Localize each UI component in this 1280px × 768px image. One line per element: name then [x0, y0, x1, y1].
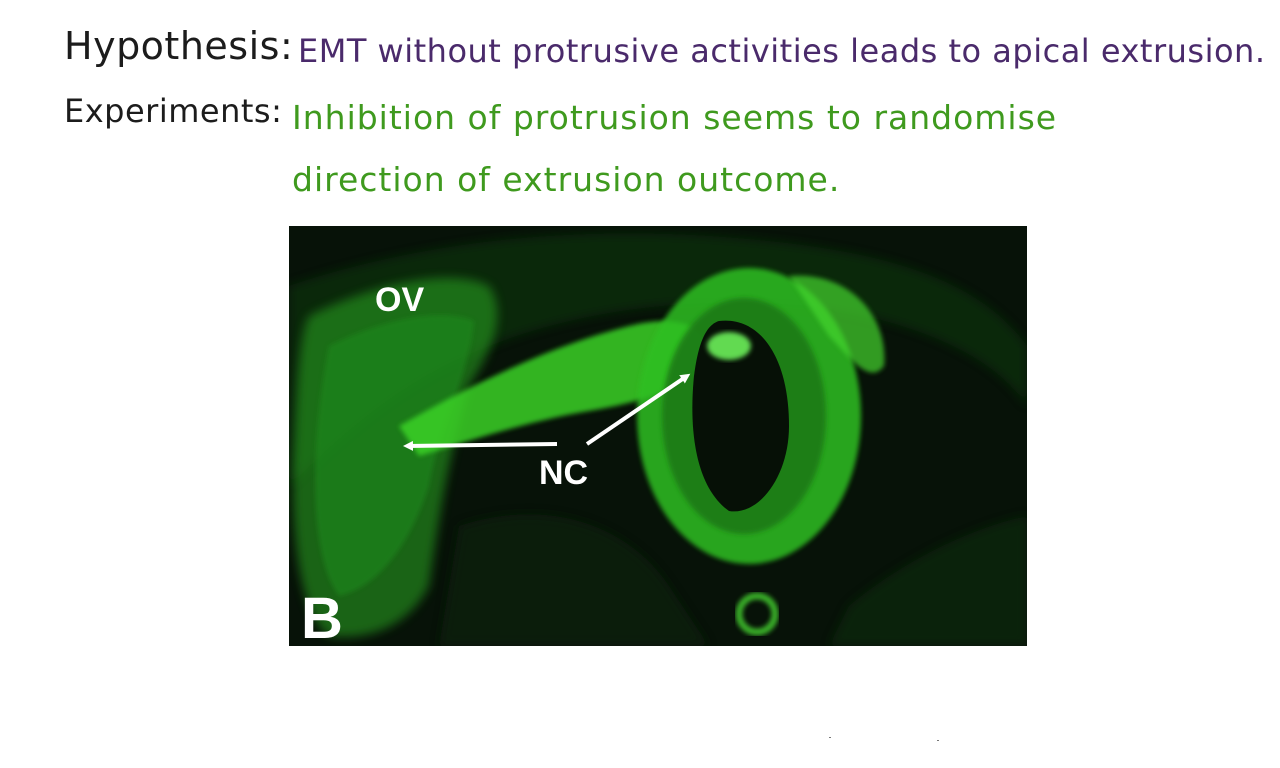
hypothesis-text: EMT without protrusive activities leads …: [298, 32, 1266, 70]
micrograph-image: OV NC B: [289, 226, 1027, 646]
scan-speck: [937, 740, 939, 741]
fluorescence-micrograph: OV NC B: [289, 226, 1027, 646]
experiments-text-line-1: Inhibition of protrusion seems to random…: [292, 98, 1058, 137]
scan-speck: [829, 737, 831, 738]
ov-label: OV: [375, 281, 424, 319]
hypothesis-label: Hypothesis:: [64, 24, 294, 68]
panel-letter: B: [301, 586, 343, 646]
experiments-text-line-2: direction of extrusion outcome.: [292, 160, 841, 199]
experiments-label: Experiments:: [64, 92, 283, 130]
nc-label: NC: [539, 454, 588, 492]
